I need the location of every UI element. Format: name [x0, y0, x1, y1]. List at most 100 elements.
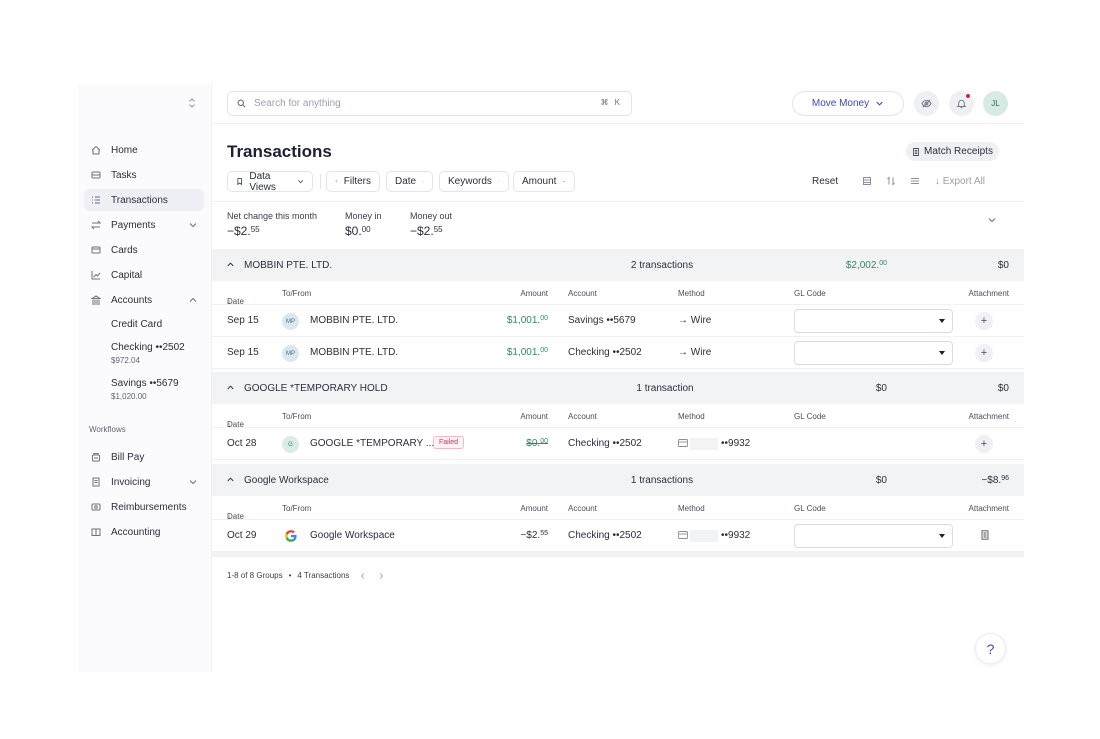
sidebar-item-reimbursements[interactable]: Reimbursements	[84, 496, 204, 518]
page-title: Transactions	[227, 142, 332, 161]
invoicing-icon	[91, 477, 101, 487]
group-name: Google Workspace	[244, 475, 329, 486]
caret-down-icon	[939, 319, 945, 323]
add-attachment-button[interactable]: +	[975, 435, 993, 453]
sidebar-item-label: Capital	[111, 269, 143, 281]
help-button[interactable]: ?	[975, 633, 1006, 664]
add-attachment-button[interactable]: +	[975, 344, 993, 362]
arrow-right-icon: →	[678, 315, 688, 326]
reset-filters-button[interactable]: Reset	[812, 176, 839, 187]
sidebar-item-accounting[interactable]: Accounting	[84, 521, 204, 543]
table-row[interactable]: Oct 28 G GOOGLE *TEMPORARY ... Failed $0…	[212, 428, 1024, 460]
net-change-label: Net change this month	[227, 211, 318, 221]
col-amount: Amount	[520, 412, 548, 421]
user-avatar[interactable]: JL	[983, 91, 1008, 116]
sidebar-item-home[interactable]: Home	[84, 139, 204, 161]
search-bar[interactable]: ⌘ K	[227, 91, 632, 116]
table-row[interactable]: Sep 15 MP MOBBIN PTE. LTD. $1,001.00 Sav…	[212, 305, 1024, 337]
col-account: Account	[568, 412, 597, 421]
sort-down-icon: ↓	[227, 512, 231, 521]
date-filter-button[interactable]: Date	[386, 171, 433, 192]
export-all-button[interactable]: ↓ Export All	[935, 176, 985, 187]
group-header-google-hold[interactable]: GOOGLE *TEMPORARY HOLD 1 transaction $0 …	[212, 372, 1024, 404]
sidebar-item-invoicing[interactable]: Invoicing	[84, 471, 204, 493]
caret-down-icon	[939, 534, 945, 538]
transactions-icon	[91, 195, 101, 205]
sidebar-account-checking[interactable]: Checking ••2502 $972.04	[84, 336, 204, 372]
chevron-down-icon	[297, 180, 303, 184]
document-icon[interactable]	[980, 530, 990, 540]
masked-card-name	[690, 530, 718, 542]
chevron-down-icon[interactable]	[188, 477, 198, 487]
chevron-up-icon[interactable]	[188, 295, 198, 305]
row-account: Checking ••2502	[568, 347, 642, 358]
group-money-out: $0	[997, 260, 1009, 271]
group-header-mobbin[interactable]: MOBBIN PTE. LTD. 2 transactions $2,002.0…	[212, 249, 1024, 281]
keywords-filter-button[interactable]: Keywords	[439, 171, 509, 192]
col-attachment: Attachment	[968, 504, 1009, 513]
search-input[interactable]	[254, 98, 574, 109]
data-views-button[interactable]: Data Views	[227, 171, 313, 193]
match-receipts-button[interactable]: Match Receipts	[906, 142, 999, 161]
notifications-button[interactable]	[949, 91, 974, 116]
pagination-separator: •	[288, 571, 292, 580]
row-merchant: GOOGLE *TEMPORARY ...	[310, 438, 435, 449]
sidebar-item-capital[interactable]: Capital	[84, 264, 204, 286]
sidebar-item-accounts[interactable]: Accounts	[84, 289, 204, 311]
amount-filter-button[interactable]: Amount	[513, 171, 575, 192]
sidebar-item-tasks[interactable]: Tasks	[84, 164, 204, 186]
sort-icon[interactable]	[886, 176, 896, 186]
table-row[interactable]: Oct 29 Google Workspace −$2.55 Checking …	[212, 520, 1024, 552]
sidebar-account-savings[interactable]: Savings ••5679 $1,020.00	[84, 372, 204, 408]
sidebar-item-label: Cards	[111, 244, 138, 256]
chevron-right-icon[interactable]	[377, 572, 385, 580]
sidebar-item-transactions[interactable]: Transactions	[84, 189, 204, 211]
chevron-up-icon[interactable]	[226, 475, 235, 484]
receipt-icon	[913, 147, 919, 156]
col-attachment: Attachment	[968, 289, 1009, 298]
gl-code-select[interactable]	[794, 309, 953, 333]
group-money-out: −$8.96	[981, 475, 1009, 486]
sidebar-item-bill-pay[interactable]: Bill Pay	[84, 446, 204, 468]
chevron-left-icon[interactable]	[359, 572, 367, 580]
col-gl-code: GL Code	[794, 412, 826, 421]
filters-button[interactable]: Filters	[326, 171, 380, 192]
bell-icon	[956, 99, 967, 109]
chevron-up-icon[interactable]	[226, 260, 235, 269]
masked-card-name	[690, 438, 718, 450]
add-attachment-button[interactable]: +	[975, 312, 993, 330]
table-row[interactable]: Sep 15 MP MOBBIN PTE. LTD. $1,001.00 Che…	[212, 337, 1024, 369]
gl-code-select[interactable]	[794, 524, 953, 548]
row-date: Oct 28	[227, 438, 257, 449]
sidebar-nav: Home Tasks Transactions Payments Cards	[84, 139, 204, 546]
gl-code-select[interactable]	[794, 341, 953, 365]
col-gl-code: GL Code	[794, 289, 826, 298]
settings-sliders-icon[interactable]	[910, 176, 920, 186]
hide-balances-button[interactable]	[914, 91, 939, 116]
net-change-stat: Net change this month −$2.55	[227, 211, 317, 238]
sidebar-item-cards[interactable]: Cards	[84, 239, 204, 261]
chevron-down-icon[interactable]	[188, 220, 198, 230]
group-header-google-workspace[interactable]: Google Workspace 1 transactions $0 −$8.9…	[212, 464, 1024, 496]
sidebar-item-label: Tasks	[111, 169, 137, 181]
chevron-down-icon[interactable]	[987, 215, 997, 225]
money-out-value: −$2.55	[410, 224, 443, 238]
row-date: Oct 29	[227, 530, 257, 541]
row-amount: $1,001.00	[506, 347, 548, 358]
col-amount: Amount	[520, 504, 548, 513]
money-in-value: $0.00	[345, 224, 371, 238]
sidebar-item-label: Accounting	[111, 526, 161, 538]
card-icon	[678, 439, 688, 447]
sidebar-item-payments[interactable]: Payments	[84, 214, 204, 236]
group-money-in: $0	[875, 383, 887, 394]
column-headers: Date ↓ To/From Amount Account Method GL …	[212, 496, 1024, 521]
col-account: Account	[568, 289, 597, 298]
row-account: Savings ••5679	[568, 315, 636, 326]
sidebar-account-credit-card[interactable]: Credit Card	[84, 314, 204, 336]
workspace-switcher-icon[interactable]	[186, 98, 198, 110]
columns-icon[interactable]	[862, 176, 872, 186]
cards-icon	[91, 245, 101, 255]
eye-off-icon	[921, 99, 932, 108]
chevron-up-icon[interactable]	[226, 383, 235, 392]
move-money-button[interactable]: Move Money	[792, 91, 904, 116]
